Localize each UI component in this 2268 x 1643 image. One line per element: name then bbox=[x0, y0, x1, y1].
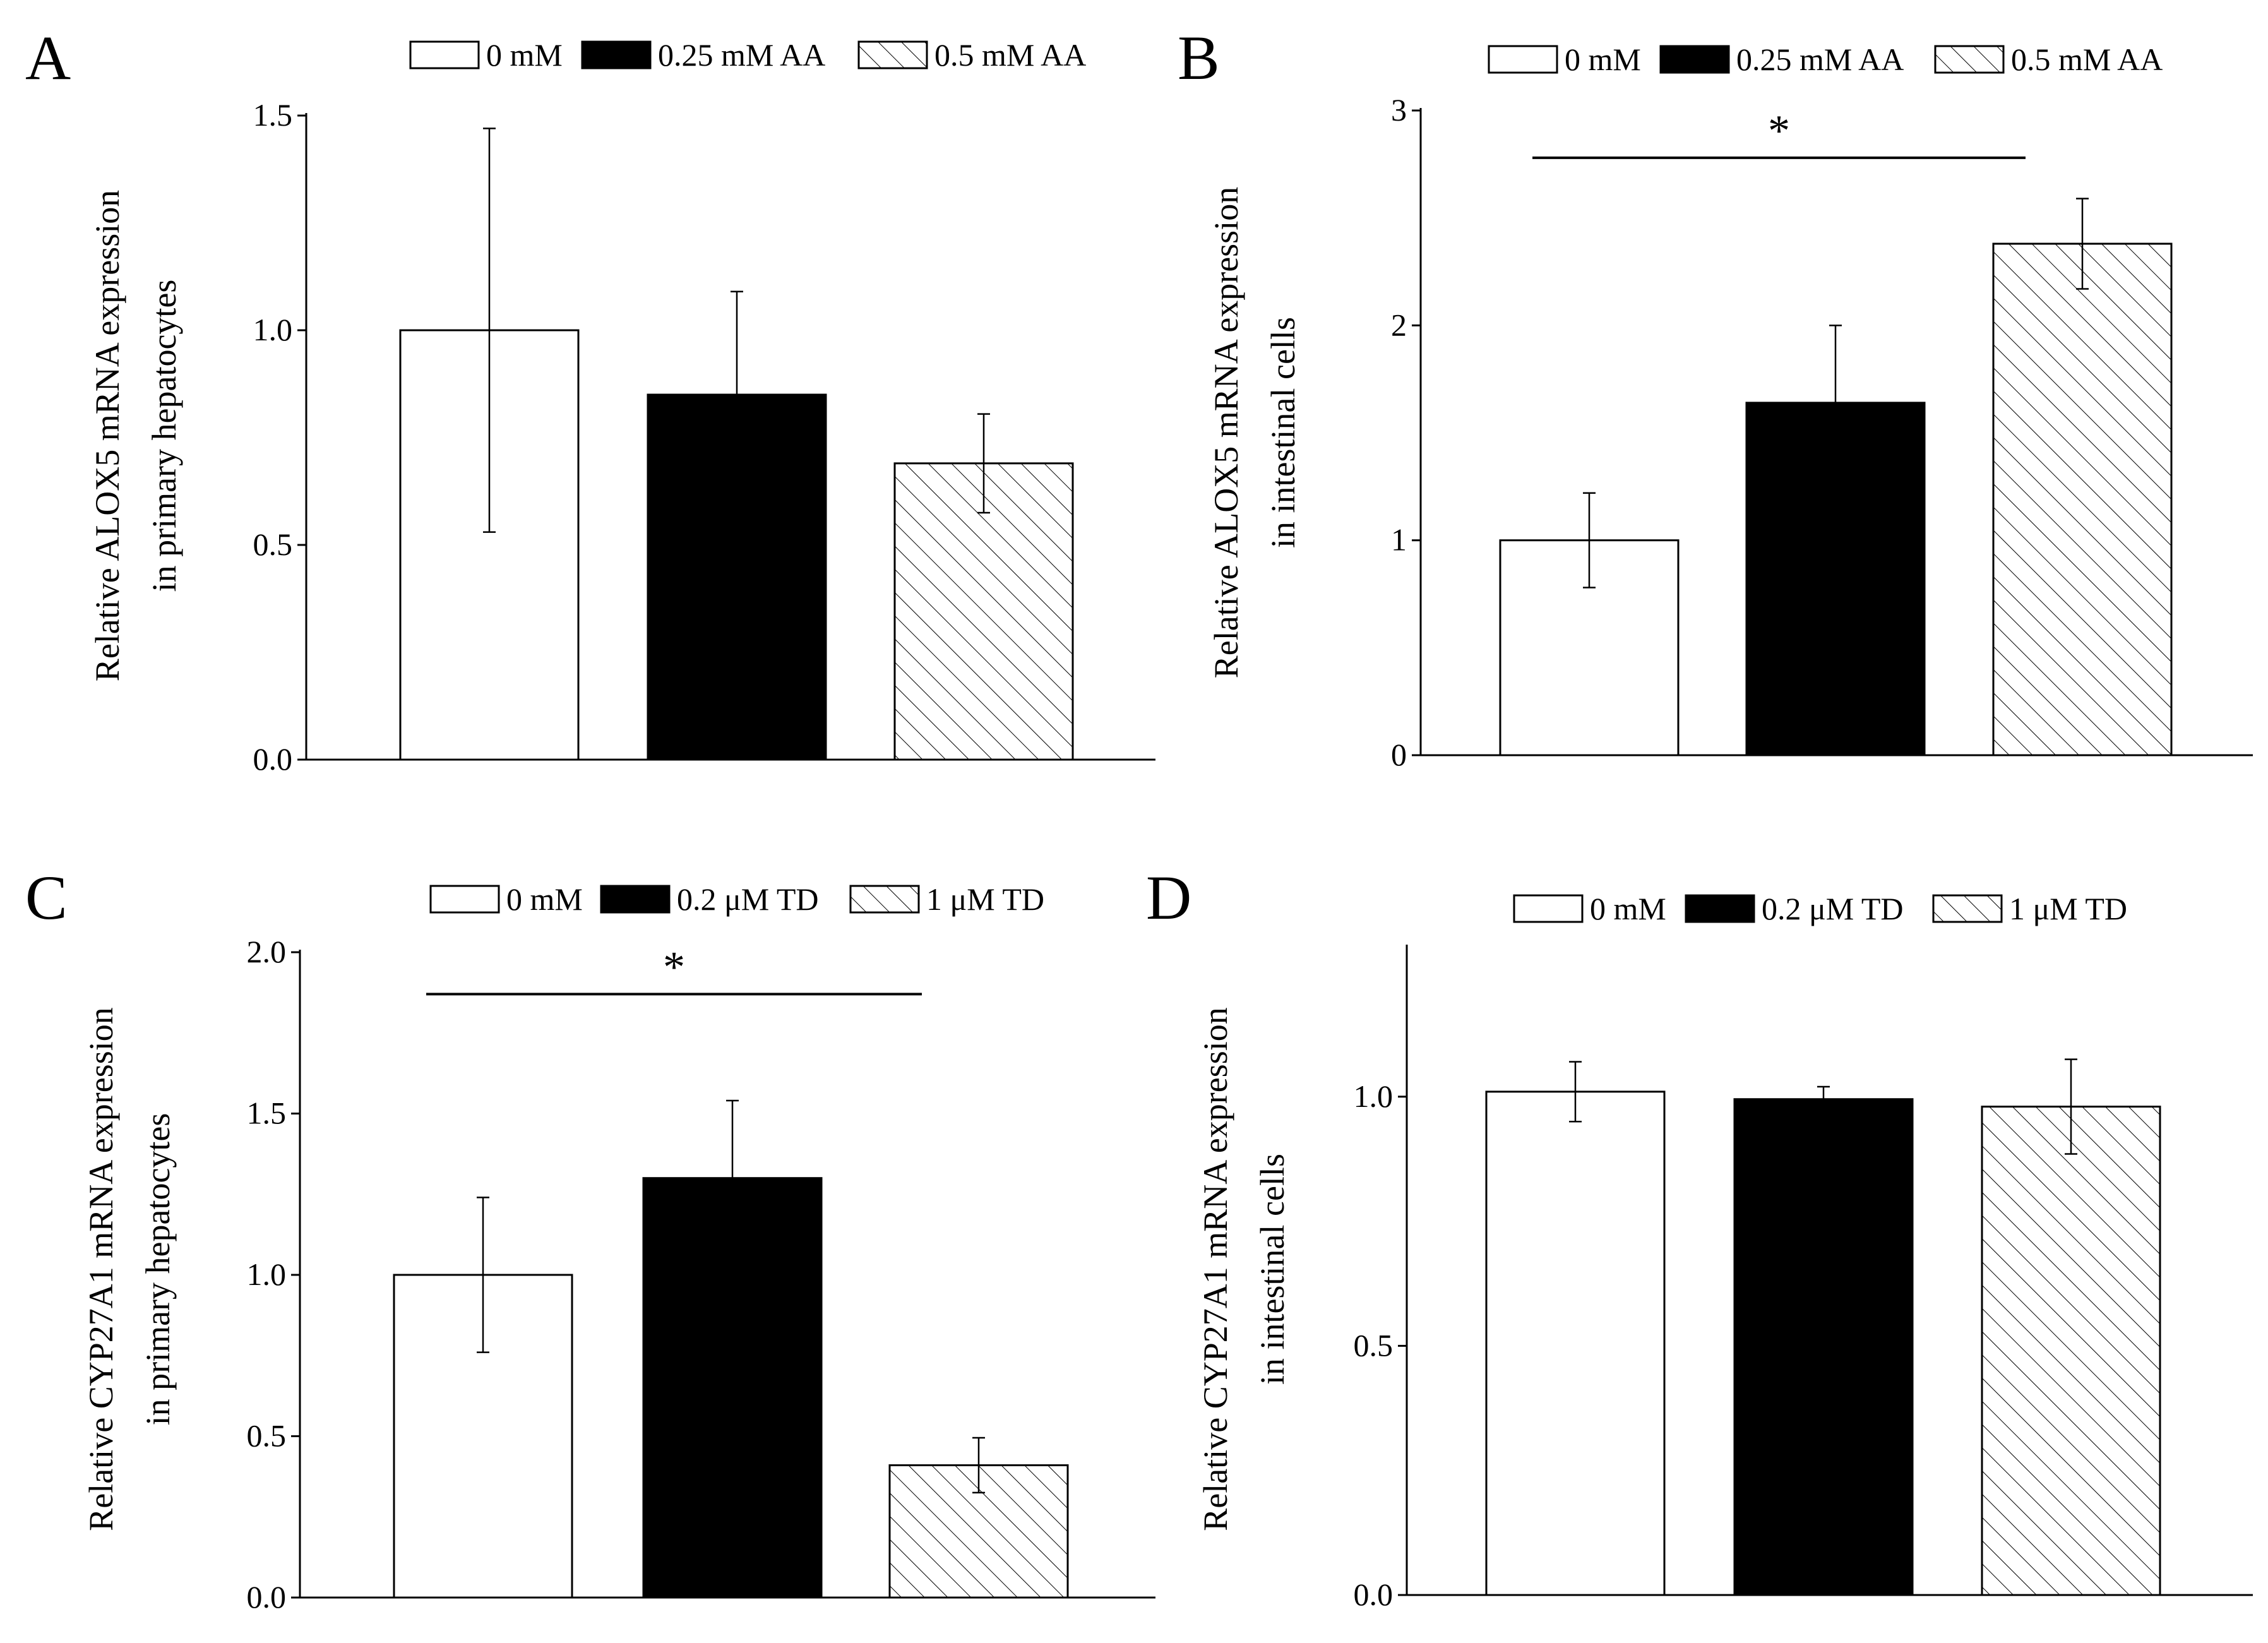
bar-high-dose bbox=[1992, 242, 2173, 756]
legend-swatch-black bbox=[1659, 45, 1730, 74]
y-tick-label: 1.0 bbox=[1354, 1078, 1394, 1114]
y-tick-label: 0 bbox=[1391, 737, 1407, 772]
panel-letter: C bbox=[25, 863, 68, 933]
legend-label: 0.25 mM AA bbox=[1736, 42, 1904, 77]
y-axis-title: Relative CYP27A1 mRNA expression bbox=[82, 1007, 120, 1531]
panel-letter: B bbox=[1178, 23, 1220, 93]
y-tick-label: 2 bbox=[1391, 307, 1407, 342]
panel-d: D 0.0 0.5 1.0 Relative CYP27A1 mRNA expressi… bbox=[1146, 863, 2253, 1612]
panel-a: A 0.0 0.5 1.0 1.5 Relative ALOX5 mRNA express… bbox=[25, 23, 1155, 777]
legend-swatch-black bbox=[1685, 894, 1755, 923]
y-tick-label: 0.5 bbox=[1354, 1327, 1394, 1363]
legend-swatch-white bbox=[1488, 45, 1558, 74]
y-tick-label: 1.5 bbox=[253, 97, 293, 133]
legend-label: 0.2 μM TD bbox=[677, 881, 819, 917]
bar-high-dose bbox=[1981, 1106, 2161, 1596]
legend-swatch-black bbox=[581, 40, 652, 69]
legend-swatch-hatched bbox=[849, 885, 920, 914]
y-axis-title: Relative CYP27A1 mRNA expression bbox=[1197, 1007, 1234, 1531]
legend-label: 1 μM TD bbox=[926, 881, 1044, 917]
y-tick-label: 2.0 bbox=[247, 934, 287, 969]
y-tick-label: 0.5 bbox=[247, 1418, 287, 1454]
legend-label: 0 mM bbox=[486, 37, 563, 73]
legend-label: 0.5 mM AA bbox=[934, 37, 1086, 73]
legend-swatch-black bbox=[600, 885, 671, 914]
panel-b: B 0 1 2 3 Relative ALOX5 mRNA expression in in… bbox=[1178, 23, 2253, 772]
legend-swatch-white bbox=[409, 40, 480, 69]
y-tick-label: 0.0 bbox=[253, 741, 293, 777]
legend-swatch-hatched bbox=[857, 40, 928, 69]
panel-letter: A bbox=[25, 23, 71, 93]
bar-control bbox=[1485, 1090, 1666, 1596]
y-tick-label: 1 bbox=[1391, 522, 1407, 558]
y-tick-label: 3 bbox=[1391, 92, 1407, 128]
legend-label: 0 mM bbox=[1565, 42, 1641, 77]
y-tick-label: 0.0 bbox=[1354, 1577, 1394, 1612]
legend-swatch-hatched bbox=[1932, 894, 2003, 923]
legend-label: 0.2 μM TD bbox=[1762, 891, 1904, 926]
legend-swatch-hatched bbox=[1934, 45, 2005, 74]
panel-letter: D bbox=[1146, 863, 1191, 933]
legend-label: 0 mM bbox=[506, 881, 583, 917]
legend-swatch-white bbox=[429, 885, 500, 914]
legend-swatch-white bbox=[1513, 894, 1584, 923]
legend-label: 0 mM bbox=[1590, 891, 1666, 926]
y-axis-title: Relative ALOX5 mRNA expression bbox=[88, 190, 126, 681]
legend-label: 0.5 mM AA bbox=[2011, 42, 2163, 77]
y-tick-label: 1.0 bbox=[253, 312, 293, 347]
y-axis-title: in primary hepatocytes bbox=[139, 1113, 177, 1426]
y-tick-label: 0.0 bbox=[247, 1579, 287, 1615]
y-axis-title: in primary hepatocytes bbox=[145, 280, 183, 592]
y-tick-label: 1.0 bbox=[247, 1257, 287, 1292]
y-tick-label: 1.5 bbox=[247, 1096, 287, 1131]
legend-label: 1 μM TD bbox=[2009, 891, 2127, 926]
legend-label: 0.25 mM AA bbox=[658, 37, 825, 73]
y-axis-title: in intestinal cells bbox=[1264, 317, 1302, 548]
y-tick-label: 0.5 bbox=[253, 527, 293, 562]
significance-star: * bbox=[663, 943, 685, 991]
panel-c: C 0.0 0.5 1.0 1.5 2.0 Relative CYP27A1 mRNA ex… bbox=[25, 863, 1155, 1615]
significance-star: * bbox=[1768, 107, 1790, 155]
bar-low-dose bbox=[1733, 1098, 1914, 1596]
y-axis-title: Relative ALOX5 mRNA expression bbox=[1207, 187, 1245, 678]
y-axis-title: in intestinal cells bbox=[1253, 1154, 1291, 1385]
